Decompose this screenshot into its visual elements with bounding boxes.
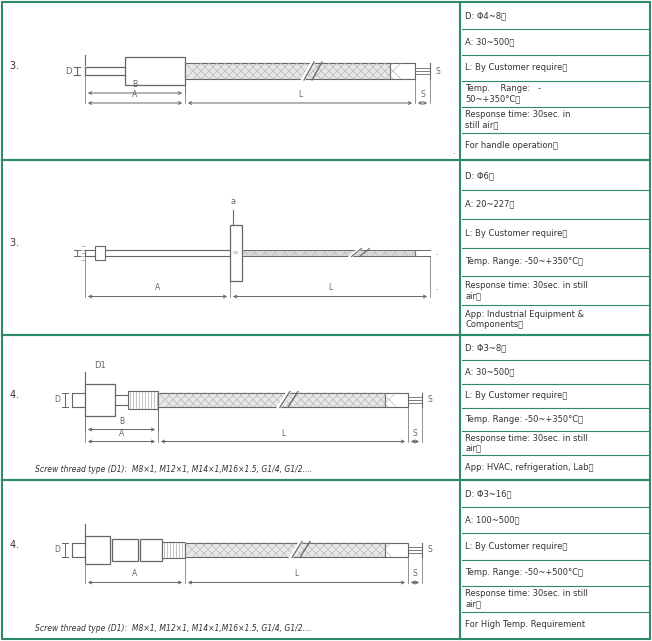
Bar: [85, 383, 115, 415]
Text: .: .: [452, 147, 455, 156]
Text: B: B: [119, 417, 124, 426]
Bar: [185, 542, 385, 556]
Bar: [112, 538, 138, 560]
Text: L: By Customer require，: L: By Customer require，: [465, 63, 567, 72]
Bar: [95, 246, 105, 260]
Bar: [125, 57, 185, 85]
Text: S: S: [427, 545, 432, 554]
Text: D: Φ3~16，: D: Φ3~16，: [465, 490, 512, 499]
Text: A: 20~227，: A: 20~227，: [465, 200, 514, 209]
Text: a: a: [230, 197, 235, 206]
Text: .: .: [435, 248, 437, 257]
Text: App: Industrial Equipment &
Components，: App: Industrial Equipment & Components，: [465, 310, 584, 329]
Text: 3.: 3.: [10, 61, 29, 71]
Text: Screw thread type (D1):  M8×1, M12×1, M14×1,M16×1.5, G1/4, G1/2....: Screw thread type (D1): M8×1, M12×1, M14…: [35, 465, 312, 474]
Text: D: D: [54, 395, 60, 404]
Text: A: A: [132, 569, 138, 578]
Text: D: D: [54, 545, 60, 554]
Text: Response time: 30sec. in still
air，: Response time: 30sec. in still air，: [465, 434, 588, 453]
Text: Temp. Range: -50~+500°C，: Temp. Range: -50~+500°C，: [465, 568, 583, 577]
Text: .: .: [435, 283, 437, 292]
Text: Response time: 30sec. in
still air，: Response time: 30sec. in still air，: [465, 110, 570, 129]
Text: L: By Customer require，: L: By Customer require，: [465, 229, 567, 238]
Text: 3.: 3.: [10, 238, 24, 247]
Text: Response time: 30sec. in still
air，: Response time: 30sec. in still air，: [465, 281, 588, 300]
Text: L: L: [298, 90, 302, 99]
Text: L: L: [328, 283, 332, 292]
Bar: [230, 224, 242, 281]
Text: A: 100~500，: A: 100~500，: [465, 516, 520, 525]
Text: D: D: [65, 67, 72, 76]
Text: B: B: [132, 80, 138, 89]
Bar: [185, 63, 390, 79]
Text: Screw thread type (D1):  M8×1, M12×1, M14×1,M16×1.5, G1/4, G1/2....: Screw thread type (D1): M8×1, M12×1, M14…: [35, 624, 312, 633]
Text: A: A: [132, 90, 138, 99]
Text: A: 30~500，: A: 30~500，: [465, 367, 514, 376]
Text: D: Φ4~8，: D: Φ4~8，: [465, 12, 506, 21]
Text: D: Φ6，: D: Φ6，: [465, 171, 494, 180]
Bar: [390, 63, 415, 79]
Text: D1: D1: [94, 360, 106, 369]
Text: L: L: [294, 569, 299, 578]
Bar: [128, 390, 158, 408]
Text: Temp.    Range:   -
50~+350°C，: Temp. Range: - 50~+350°C，: [465, 85, 541, 104]
Text: D: Φ3~8，: D: Φ3~8，: [465, 344, 506, 353]
Text: S: S: [435, 67, 439, 76]
Text: S: S: [413, 428, 417, 438]
Text: A: A: [119, 428, 124, 438]
Bar: [85, 535, 110, 563]
Text: L: L: [281, 428, 285, 438]
Text: Response time: 30sec. in still
air，: Response time: 30sec. in still air，: [465, 589, 588, 608]
Text: A: 30~500，: A: 30~500，: [465, 38, 514, 47]
Text: For handle operation，: For handle operation，: [465, 142, 558, 151]
Text: A: A: [155, 283, 160, 292]
Text: S: S: [427, 395, 432, 404]
Text: 4.: 4.: [10, 540, 24, 549]
Bar: [385, 392, 408, 406]
Bar: [158, 392, 385, 406]
Text: S: S: [420, 90, 425, 99]
Text: L: By Customer require，: L: By Customer require，: [465, 391, 567, 400]
Text: App: HVAC, refrigeration, Lab，: App: HVAC, refrigeration, Lab，: [465, 463, 593, 472]
Text: For High Temp. Requirement: For High Temp. Requirement: [465, 620, 585, 629]
Bar: [140, 538, 162, 560]
Bar: [385, 542, 408, 556]
Text: L: By Customer require，: L: By Customer require，: [465, 542, 567, 551]
Text: Temp. Range: -50~+350°C，: Temp. Range: -50~+350°C，: [465, 415, 583, 424]
Text: 4.: 4.: [10, 390, 24, 399]
Text: oo: oo: [233, 250, 239, 255]
Text: S: S: [413, 569, 417, 578]
Bar: [242, 249, 415, 256]
Text: Temp. Range: -50~+350°C，: Temp. Range: -50~+350°C，: [465, 258, 583, 267]
Bar: [162, 542, 185, 558]
